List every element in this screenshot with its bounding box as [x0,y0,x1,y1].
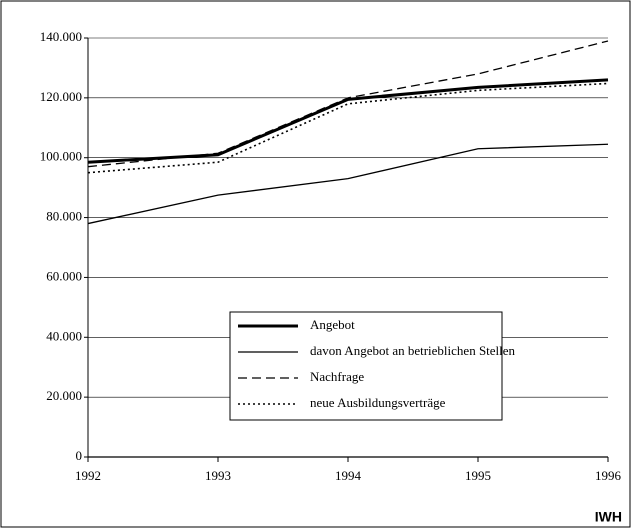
legend-label: davon Angebot an betrieblichen Stellen [310,343,516,358]
y-tick-label: 60.000 [46,268,82,283]
y-tick-label: 0 [76,448,83,463]
y-tick-label: 20.000 [46,388,82,403]
y-tick-label: 80.000 [46,209,82,224]
legend-label: Nachfrage [310,369,364,384]
series-line [87,40,609,168]
x-tick-label: 1995 [465,468,491,483]
series-line [87,143,609,225]
y-tick-label: 120.000 [40,89,82,104]
y-tick-label: 100.000 [40,149,82,164]
x-tick-label: 1996 [595,468,622,483]
legend-label: Angebot [310,317,355,332]
x-tick-label: 1993 [205,468,231,483]
y-tick-label: 140.000 [40,29,82,44]
y-tick-label: 40.000 [46,328,82,343]
legend-box [229,311,503,421]
x-tick-label: 1994 [335,468,362,483]
legend-label: neue Ausbildungsverträge [310,395,446,410]
x-tick-label: 1992 [75,468,101,483]
series-line [87,78,609,164]
series-line [87,82,609,174]
source-label: IWH [595,509,622,525]
